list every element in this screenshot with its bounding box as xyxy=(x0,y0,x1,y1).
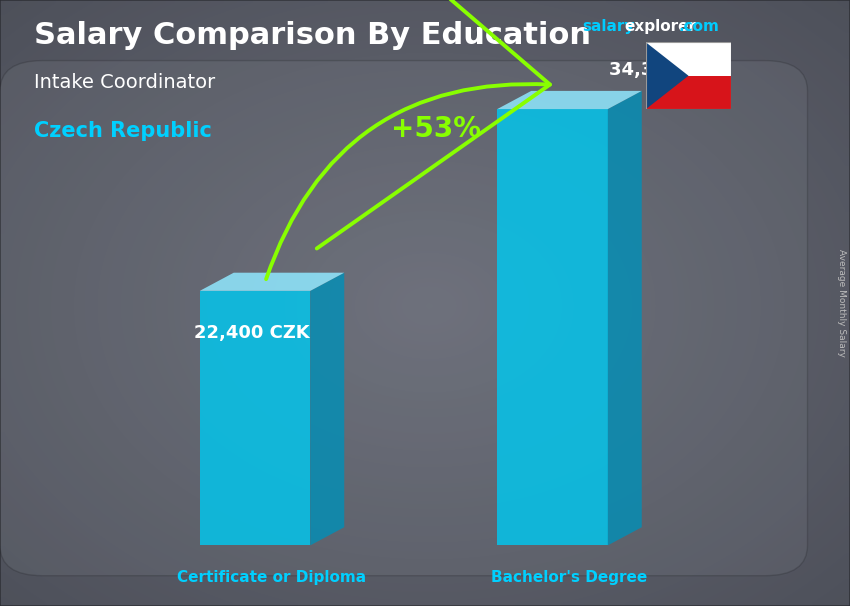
Text: 22,400 CZK: 22,400 CZK xyxy=(194,324,310,342)
Polygon shape xyxy=(608,91,642,545)
Text: .com: .com xyxy=(678,19,719,35)
FancyArrowPatch shape xyxy=(266,0,550,279)
Text: Intake Coordinator: Intake Coordinator xyxy=(34,73,215,92)
Polygon shape xyxy=(646,42,688,109)
Bar xyxy=(646,42,731,76)
Text: Average Monthly Salary: Average Monthly Salary xyxy=(836,249,846,357)
Text: +53%: +53% xyxy=(391,115,481,143)
Text: salary: salary xyxy=(582,19,635,35)
Text: Salary Comparison By Education: Salary Comparison By Education xyxy=(34,21,591,50)
Polygon shape xyxy=(310,273,344,545)
Text: Certificate or Diploma: Certificate or Diploma xyxy=(178,570,366,585)
FancyBboxPatch shape xyxy=(0,61,808,576)
Text: 34,300 CZK: 34,300 CZK xyxy=(609,61,725,79)
Polygon shape xyxy=(497,109,608,545)
Polygon shape xyxy=(200,273,344,291)
Text: Czech Republic: Czech Republic xyxy=(34,121,212,141)
Bar xyxy=(646,76,731,109)
Polygon shape xyxy=(497,91,642,109)
Text: Bachelor's Degree: Bachelor's Degree xyxy=(491,570,648,585)
Polygon shape xyxy=(200,291,310,545)
Text: explorer: explorer xyxy=(625,19,697,35)
